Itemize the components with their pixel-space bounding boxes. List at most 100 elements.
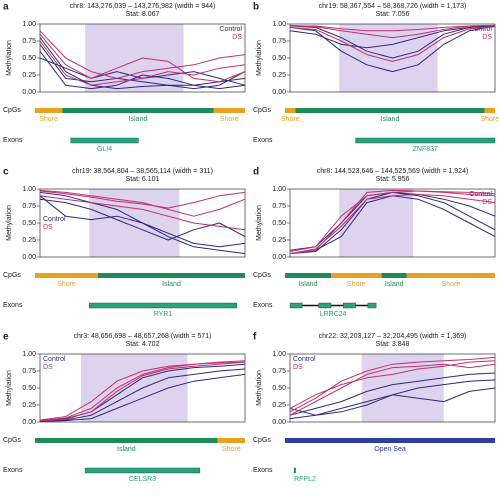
dmr-highlight xyxy=(339,24,438,92)
methylation-curve xyxy=(39,189,246,217)
y-tick-label: 0.25 xyxy=(272,72,286,79)
y-axis-label: Methylation xyxy=(6,205,13,241)
y-tick-label: 0.00 xyxy=(272,254,286,261)
cpg-segment xyxy=(484,108,495,113)
cpg-segment xyxy=(381,273,407,278)
y-tick-label: 0.75 xyxy=(272,203,286,210)
exon-track-label: Exons xyxy=(253,467,273,474)
exon-block xyxy=(84,467,201,474)
legend-entry: DS xyxy=(43,364,53,371)
cpg-track-label: CpGs xyxy=(253,272,271,279)
gene-name: RFPL2 xyxy=(294,476,316,483)
panel-title: chr22: 32,203,127 – 32,204,495 (width = … xyxy=(319,333,467,340)
panel-label: b xyxy=(253,2,259,13)
dmr-highlight xyxy=(361,354,444,422)
methylation-curve xyxy=(39,373,246,422)
panel-stat: Stat: 7.056 xyxy=(376,11,410,18)
exon-block xyxy=(318,302,332,309)
gene-name: GLI4 xyxy=(97,146,112,153)
y-tick-label: 1.00 xyxy=(22,21,36,28)
exon-block xyxy=(70,137,139,144)
exon-block xyxy=(355,137,496,144)
panel-title: chr8: 143,276,039 – 143,276,982 (width =… xyxy=(70,3,216,10)
panel-stat: Stat: 3.848 xyxy=(376,341,410,348)
panel-label: c xyxy=(3,167,9,178)
dmr-highlight xyxy=(89,189,180,257)
y-tick-label: 1.00 xyxy=(22,186,36,193)
y-axis-label: Methylation xyxy=(6,370,13,406)
cpg-track-label: CpGs xyxy=(253,437,271,444)
cpg-track-label: CpGs xyxy=(3,272,21,279)
cpg-segment xyxy=(62,108,214,113)
y-tick-label: 0.75 xyxy=(22,38,36,45)
y-tick-label: 0.50 xyxy=(22,385,36,392)
legend-entry: Control xyxy=(469,191,492,198)
cpg-segment xyxy=(213,108,245,113)
legend-entry: DS xyxy=(43,224,53,231)
exon-track-label: Exons xyxy=(253,302,273,309)
cpg-segment-label: Open Sea xyxy=(374,446,406,453)
cpg-segment-label: Shore xyxy=(220,116,239,123)
y-axis-label: Methylation xyxy=(6,40,13,76)
methylation-curve xyxy=(289,193,496,255)
legend-entry: DS xyxy=(293,364,303,371)
methylation-curve xyxy=(289,25,496,49)
exon-track-label: Exons xyxy=(3,137,23,144)
exon-block xyxy=(88,302,238,309)
methylation-curve xyxy=(39,30,246,79)
cpg-segment-label: Island xyxy=(299,281,318,288)
panel-title: chr19: 38,564,804 – 38,565,114 (width = … xyxy=(72,168,213,175)
gene-name: LRRC24 xyxy=(320,311,347,318)
cpg-segment xyxy=(217,438,245,443)
exon-block xyxy=(289,302,303,309)
cpg-track-label: CpGs xyxy=(253,107,271,114)
cpg-segment xyxy=(331,273,382,278)
y-tick-label: 0.00 xyxy=(22,254,36,261)
y-tick-label: 0.25 xyxy=(22,237,36,244)
cpg-segment-label: Shore xyxy=(480,116,499,123)
cpg-segment-label: Shore xyxy=(281,116,300,123)
methylation-curve xyxy=(39,195,246,231)
y-tick-label: 0.00 xyxy=(272,89,286,96)
panel-stat: Stat: 8.067 xyxy=(126,11,160,18)
cpg-segment-label: Island xyxy=(117,446,136,453)
dmr-highlight xyxy=(85,24,184,92)
y-tick-label: 0.25 xyxy=(22,72,36,79)
legend-entry: DS xyxy=(482,199,492,206)
panel-label: e xyxy=(3,332,9,343)
methylation-curve xyxy=(39,190,246,209)
y-tick-label: 0.50 xyxy=(272,385,286,392)
y-tick-label: 0.50 xyxy=(272,220,286,227)
cpg-segment-label: Island xyxy=(162,281,181,288)
y-axis-label: Methylation xyxy=(256,205,263,241)
cpg-segment-label: Island xyxy=(381,116,400,123)
methylation-curve xyxy=(289,387,496,416)
methylation-curve xyxy=(290,24,496,32)
cpg-segment-label: Shore xyxy=(347,281,366,288)
dmr-highlight xyxy=(339,189,413,257)
cpg-segment xyxy=(35,273,98,278)
methylation-curve xyxy=(289,24,496,59)
methylation-curve xyxy=(289,363,496,416)
cpg-segment xyxy=(35,438,218,443)
methylation-curve xyxy=(289,24,496,39)
exon-track-label: Exons xyxy=(3,467,23,474)
methylation-curve xyxy=(289,360,496,409)
y-tick-label: 1.00 xyxy=(22,351,36,358)
cpg-segment-label: Shore xyxy=(442,281,461,288)
methylation-curve xyxy=(39,50,246,90)
legend-entry: DS xyxy=(232,34,242,41)
y-tick-label: 0.50 xyxy=(22,220,36,227)
methylation-curve xyxy=(39,195,246,248)
panel-title: chr8: 144,523,646 – 144,525,569 (width =… xyxy=(317,168,469,175)
cpg-segment xyxy=(98,273,245,278)
methylation-curve xyxy=(39,361,246,422)
y-tick-label: 1.00 xyxy=(272,351,286,358)
cpg-segment xyxy=(285,108,296,113)
y-tick-label: 0.75 xyxy=(272,38,286,45)
cpg-segment-label: Island xyxy=(129,116,148,123)
legend-entry: Control xyxy=(469,26,492,33)
cpg-segment xyxy=(295,108,485,113)
legend-entry: Control xyxy=(43,356,66,363)
exon-track-label: Exons xyxy=(3,302,23,309)
